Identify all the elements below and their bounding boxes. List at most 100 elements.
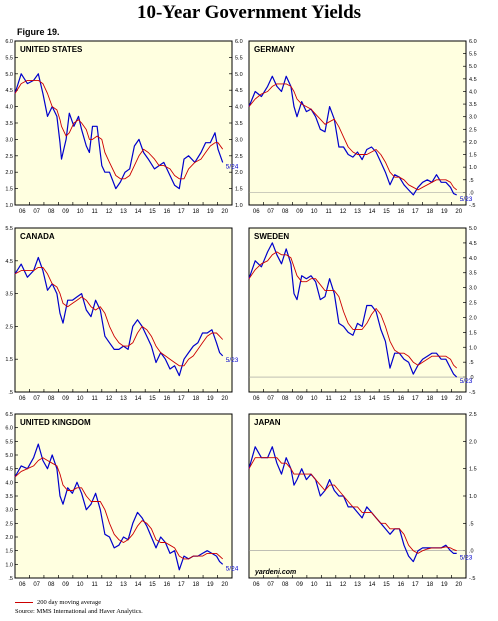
y-tick-label-right: 5.5 (235, 55, 243, 61)
legend-source: Source: MMS International and Haver Anal… (15, 608, 143, 615)
x-tick-label: 14 (135, 396, 142, 402)
y-tick-label-left: 3.5 (5, 494, 13, 500)
x-tick-label: 07 (267, 396, 274, 402)
x-tick-label: 19 (441, 582, 448, 588)
y-tick-label-right: 1.0 (469, 494, 477, 500)
x-tick-label: 15 (149, 396, 156, 402)
y-tick-label-right: 6.0 (235, 39, 243, 45)
x-tick-label: 13 (120, 396, 127, 402)
x-tick-label: 13 (120, 582, 127, 588)
x-tick-label: 09 (296, 209, 303, 215)
x-tick-label: 14 (135, 209, 142, 215)
date-annotation: 5/23 (226, 357, 239, 364)
y-tick-label-right: 2.5 (469, 412, 477, 418)
y-tick-label-right: .5 (469, 360, 474, 366)
y-tick-label-right: 1.5 (235, 187, 243, 193)
moving-average-line (14, 457, 224, 560)
y-tick-label-left: 4.0 (5, 105, 13, 111)
y-tick-label-right: 1.5 (469, 467, 477, 473)
x-tick-label: 18 (192, 582, 199, 588)
y-tick-label-left: 3.5 (5, 121, 13, 127)
y-tick-label-left: 5.5 (5, 226, 13, 232)
panel-title: GERMANY (254, 45, 296, 54)
y-tick-label-right: 4.0 (235, 105, 243, 111)
x-tick-label: 11 (91, 209, 98, 215)
y-tick-label-right: 1.0 (235, 203, 243, 209)
x-tick-label: 09 (62, 582, 69, 588)
y-tick-label-left: 5.5 (5, 439, 13, 445)
x-tick-label: 07 (33, 582, 40, 588)
x-tick-label: 19 (441, 209, 448, 215)
y-tick-label-right: 3.5 (235, 121, 243, 127)
y-tick-label-right: 1.0 (469, 165, 477, 171)
x-tick-label: 10 (311, 396, 318, 402)
x-tick-label: 10 (77, 582, 84, 588)
y-tick-label-left: 1.0 (5, 203, 13, 209)
y-tick-label-right: 4.0 (469, 89, 477, 95)
x-tick-label: 20 (455, 582, 462, 588)
x-tick-label: 10 (311, 582, 318, 588)
y-tick-label-left: 2.5 (5, 521, 13, 527)
x-tick-label: 18 (426, 396, 433, 402)
x-tick-label: 06 (19, 209, 26, 215)
y-tick-label-left: 3.5 (5, 292, 13, 298)
x-tick-label: 09 (296, 582, 303, 588)
plot-area (14, 227, 233, 393)
x-tick-label: 18 (192, 396, 199, 402)
x-tick-label: 16 (164, 209, 171, 215)
x-tick-label: 20 (455, 396, 462, 402)
y-tick-label-left: 3.0 (5, 508, 13, 514)
x-tick-label: 20 (221, 209, 228, 215)
x-tick-label: 16 (164, 396, 171, 402)
date-annotation: 5/24 (226, 565, 239, 572)
x-tick-label: 17 (412, 582, 419, 588)
y-tick-label-left: 1.0 (5, 562, 13, 568)
legend-ma-label: 200 day moving average (37, 599, 102, 606)
x-tick-label: 06 (253, 582, 260, 588)
chart-panel: 06 07 08 09 10 11 12 13 14 15 16 17 18 19 20 -.5 .0 .5 1.0… (248, 226, 477, 402)
y-tick-label-left: 2.5 (5, 324, 13, 330)
x-tick-label: 09 (296, 396, 303, 402)
x-tick-label: 08 (48, 209, 55, 215)
x-tick-label: 13 (354, 582, 361, 588)
moving-average-line (14, 266, 224, 367)
x-tick-label: 16 (164, 582, 171, 588)
x-tick-label: 14 (135, 582, 142, 588)
yield-series-line (248, 446, 457, 563)
y-tick-label-right: 2.5 (469, 301, 477, 307)
chart-panel: 06 07 08 09 10 11 12 13 14 15 16 17 18 19 20 .5 1.5 2.5 3.… (5, 226, 238, 402)
y-tick-label-right: 2.5 (235, 154, 243, 160)
x-tick-label: 07 (33, 396, 40, 402)
x-tick-label: 20 (221, 582, 228, 588)
x-tick-label: 08 (282, 396, 289, 402)
x-tick-label: 18 (426, 209, 433, 215)
x-tick-label: 15 (383, 582, 390, 588)
y-tick-label-right: 4.5 (235, 88, 243, 94)
legend-ma-row: 200 day moving average (15, 598, 143, 607)
chart-panel: 06 07 08 09 10 11 12 13 14 15 16 17 18 19 20 -.5 .0 .5 1.0… (248, 412, 477, 588)
x-tick-label: 15 (149, 209, 156, 215)
moving-average-line (14, 79, 224, 180)
y-tick-label-left: 4.5 (5, 467, 13, 473)
y-tick-label-left: 1.5 (5, 549, 13, 555)
y-tick-label-left: 1.5 (5, 187, 13, 193)
y-tick-label-right: 3.5 (469, 271, 477, 277)
x-tick-label: 17 (178, 396, 185, 402)
x-tick-label: 17 (178, 209, 185, 215)
y-tick-label-right: -.5 (469, 390, 475, 396)
x-tick-label: 10 (311, 209, 318, 215)
yield-series-line (14, 73, 224, 190)
chart-panel: 06 07 08 09 10 11 12 13 14 15 16 17 18 19 20 .5 1.0 1.5 2.… (5, 412, 238, 588)
x-tick-label: 06 (253, 209, 260, 215)
x-tick-label: 16 (398, 396, 405, 402)
y-tick-label-left: 2.0 (5, 170, 13, 176)
x-tick-label: 06 (19, 396, 26, 402)
y-tick-label-right: 5.5 (469, 52, 477, 58)
panel-title: UNITED KINGDOM (20, 418, 91, 427)
date-annotation: 5/23 (460, 378, 473, 385)
y-tick-label-right: 4.5 (469, 241, 477, 247)
legend-ma-swatch (15, 602, 33, 604)
y-tick-label-right: 3.0 (469, 286, 477, 292)
y-tick-label-right: 1.0 (469, 345, 477, 351)
x-tick-label: 19 (441, 396, 448, 402)
